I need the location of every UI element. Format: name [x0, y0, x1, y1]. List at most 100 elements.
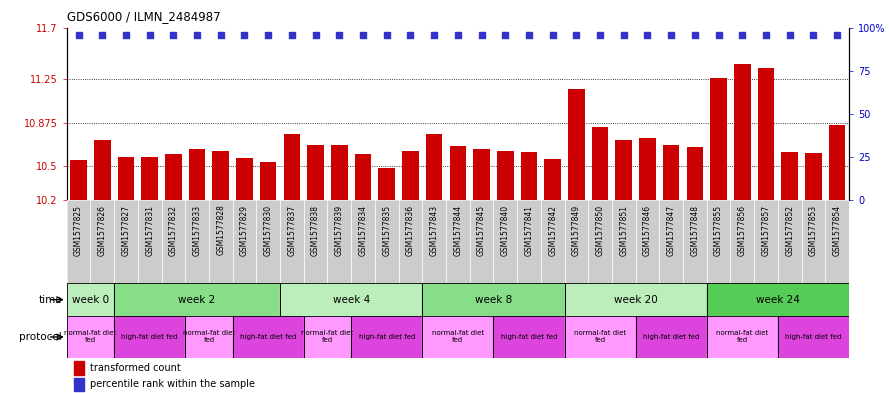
Bar [185, 316, 233, 358]
Bar [589, 200, 612, 283]
Text: transformed count: transformed count [90, 362, 180, 373]
Bar [565, 200, 589, 283]
Bar [351, 200, 375, 283]
Bar [114, 316, 185, 358]
Text: GSM1577852: GSM1577852 [785, 204, 794, 255]
Text: GSM1577851: GSM1577851 [620, 204, 629, 255]
Bar [589, 200, 612, 283]
Point [119, 32, 133, 39]
Point [522, 32, 536, 39]
Bar [188, 149, 205, 200]
Bar [331, 145, 348, 200]
Bar [422, 316, 493, 358]
Bar [639, 138, 656, 200]
Text: normal-fat diet
fed: normal-fat diet fed [301, 331, 354, 343]
Point [308, 32, 323, 39]
Text: normal-fat diet
fed: normal-fat diet fed [432, 331, 484, 343]
Text: high-fat diet fed: high-fat diet fed [240, 334, 296, 340]
Bar [260, 162, 276, 200]
Bar [162, 200, 185, 283]
Bar [686, 147, 703, 200]
Bar [707, 200, 731, 283]
Text: week 2: week 2 [179, 295, 216, 305]
Text: GDS6000 / ILMN_2484987: GDS6000 / ILMN_2484987 [67, 10, 220, 23]
Bar [327, 200, 351, 283]
Bar [565, 200, 589, 283]
Point [617, 32, 631, 39]
Text: high-fat diet fed: high-fat diet fed [358, 334, 415, 340]
Bar [185, 200, 209, 283]
Bar [236, 158, 252, 200]
Point [427, 32, 441, 39]
Bar [565, 283, 707, 316]
Bar [612, 200, 636, 283]
Bar [446, 200, 469, 283]
Bar [185, 316, 233, 358]
Bar [615, 140, 632, 200]
Bar [541, 200, 565, 283]
Text: protocol: protocol [20, 332, 62, 342]
Text: week 4: week 4 [332, 295, 370, 305]
Bar [375, 200, 398, 283]
Bar [469, 200, 493, 283]
Bar [683, 200, 707, 283]
Bar [422, 200, 446, 283]
Point [380, 32, 394, 39]
Bar [75, 361, 84, 375]
Bar [493, 200, 517, 283]
Point [735, 32, 749, 39]
Point [782, 32, 797, 39]
Bar [754, 200, 778, 283]
Bar [280, 283, 422, 316]
Bar [114, 200, 138, 283]
Text: normal-fat diet
fed: normal-fat diet fed [183, 331, 235, 343]
Text: high-fat diet fed: high-fat diet fed [501, 334, 557, 340]
Bar [67, 316, 114, 358]
Bar [280, 200, 304, 283]
Point [190, 32, 204, 39]
Text: GSM1577833: GSM1577833 [193, 204, 202, 256]
Bar [805, 153, 821, 200]
Point [451, 32, 465, 39]
Bar [233, 316, 304, 358]
Bar [355, 154, 372, 200]
Bar [138, 200, 162, 283]
Bar [233, 200, 256, 283]
Bar [473, 149, 490, 200]
Text: GSM1577827: GSM1577827 [122, 204, 131, 255]
Bar [469, 200, 493, 283]
Bar [731, 200, 754, 283]
Text: GSM1577844: GSM1577844 [453, 204, 462, 256]
Text: normal-fat diet
fed: normal-fat diet fed [64, 331, 116, 343]
Text: GSM1577837: GSM1577837 [287, 204, 296, 256]
Text: GSM1577831: GSM1577831 [145, 204, 154, 255]
Point [498, 32, 512, 39]
Bar [731, 200, 754, 283]
Bar [256, 200, 280, 283]
Bar [544, 159, 561, 200]
Bar [707, 283, 849, 316]
Bar [398, 200, 422, 283]
Bar [304, 316, 351, 358]
Bar [825, 200, 849, 283]
Bar [778, 200, 802, 283]
Bar [422, 283, 565, 316]
Bar [660, 200, 683, 283]
Bar [284, 134, 300, 200]
Bar [351, 200, 375, 283]
Bar [67, 200, 91, 283]
Bar [778, 200, 802, 283]
Point [284, 32, 299, 39]
Bar [91, 200, 114, 283]
Bar [565, 316, 636, 358]
Text: GSM1577842: GSM1577842 [549, 204, 557, 255]
Text: GSM1577846: GSM1577846 [643, 204, 652, 256]
Bar [233, 200, 256, 283]
Bar [67, 283, 114, 316]
Bar [663, 145, 679, 200]
Text: GSM1577849: GSM1577849 [572, 204, 581, 256]
Bar [165, 154, 181, 200]
Point [759, 32, 773, 39]
Text: GSM1577830: GSM1577830 [264, 204, 273, 256]
Bar [185, 200, 209, 283]
